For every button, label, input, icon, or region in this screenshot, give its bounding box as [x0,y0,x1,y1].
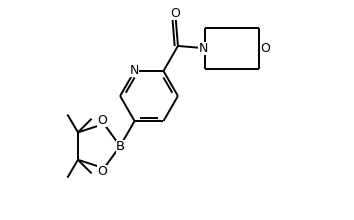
Text: N: N [130,64,139,77]
Text: B: B [115,139,125,153]
Text: O: O [97,114,107,127]
Text: O: O [260,42,270,55]
Text: O: O [171,7,181,20]
Text: N: N [198,42,208,55]
Text: O: O [97,165,107,178]
